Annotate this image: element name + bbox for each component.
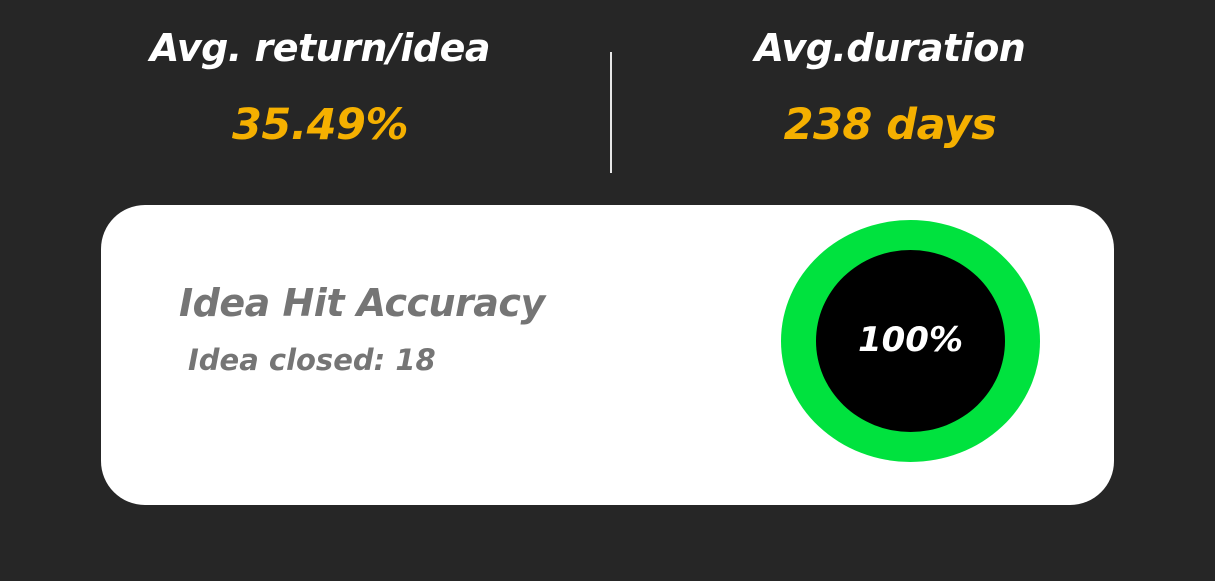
accuracy-progress-ring: 100% bbox=[781, 220, 1040, 462]
avg-return-value: 35.49% bbox=[231, 100, 409, 150]
accuracy-percent-label: 100% bbox=[857, 320, 964, 360]
avg-return-label: Avg. return/idea bbox=[149, 26, 491, 70]
card-title: Idea Hit Accuracy bbox=[179, 281, 545, 325]
stats-divider bbox=[610, 52, 612, 173]
avg-duration-value: 238 days bbox=[783, 100, 997, 150]
avg-duration-label: Avg.duration bbox=[754, 26, 1026, 70]
ideas-closed-count: Idea closed: 18 bbox=[188, 343, 436, 377]
idea-hit-accuracy-card: Idea Hit Accuracy Idea closed: 18 100% bbox=[101, 205, 1114, 505]
accuracy-ring-center: 100% bbox=[816, 250, 1005, 432]
